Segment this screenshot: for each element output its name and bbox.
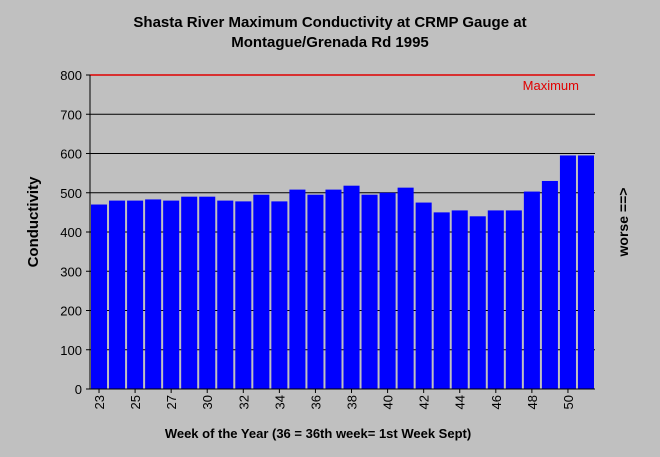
bar [307, 194, 324, 389]
bar [577, 155, 594, 389]
y-tick-label: 600 [60, 147, 82, 162]
bar [559, 155, 576, 389]
y-tick-label: 400 [60, 225, 82, 240]
y-tick-labels: 0 100 200 300 400 500 600 700 800 [60, 68, 90, 397]
y-tick-label: 200 [60, 304, 82, 319]
bar [361, 194, 378, 389]
y-tick-label: 0 [75, 382, 82, 397]
right-side-label: worse ==> [615, 188, 631, 258]
x-tick-label: 32 [236, 395, 251, 409]
bar [91, 204, 108, 389]
bar [325, 189, 342, 389]
bar [235, 201, 252, 389]
x-tick-label: 50 [561, 395, 576, 409]
bar [181, 196, 198, 389]
x-tick-label: 48 [525, 395, 540, 409]
x-axis-label: Week of the Year (36 = 36th week= 1st We… [165, 426, 471, 441]
bar [469, 216, 486, 389]
bar [271, 201, 288, 389]
chart-title-line-2: Montague/Grenada Rd 1995 [231, 34, 429, 51]
bar [415, 202, 432, 389]
bars [91, 155, 594, 389]
y-tick-label: 100 [60, 343, 82, 358]
x-tick-label: 36 [308, 395, 323, 409]
bar [451, 210, 468, 389]
bar [163, 200, 180, 389]
bar [253, 194, 270, 389]
y-tick-label: 500 [60, 186, 82, 201]
x-tick-label: 40 [381, 395, 396, 409]
bar [397, 187, 414, 389]
x-tick-label: 38 [345, 395, 360, 409]
bar [541, 180, 558, 389]
x-tick-label: 44 [453, 395, 468, 409]
x-tick-label: 30 [200, 395, 215, 409]
chart-title-line-1: Shasta River Maximum Conductivity at CRM… [133, 14, 527, 31]
x-tick-label: 46 [489, 395, 504, 409]
x-tick-label: 25 [128, 395, 143, 409]
bar [289, 189, 306, 389]
bar [379, 192, 396, 389]
x-tick-label: 34 [272, 395, 287, 409]
reference-line-label: Maximum [523, 78, 579, 93]
y-tick-label: 300 [60, 264, 82, 279]
bar [127, 200, 144, 389]
x-tick-label: 42 [417, 395, 432, 409]
y-tick-label: 800 [60, 68, 82, 83]
bar [199, 196, 216, 389]
bar [523, 191, 540, 389]
y-tick-label: 700 [60, 107, 82, 122]
x-tick-label: 27 [164, 395, 179, 409]
bar [487, 210, 504, 389]
x-tick-labels: 23 25 27 30 32 34 36 38 40 42 44 46 48 50 [92, 389, 576, 409]
bar [217, 200, 234, 389]
bar [145, 199, 162, 389]
bar [433, 212, 450, 389]
y-axis-label: Conductivity [25, 176, 42, 267]
bar [505, 210, 522, 389]
x-tick-label: 23 [92, 395, 107, 409]
bar [343, 185, 360, 389]
bar [109, 200, 126, 389]
